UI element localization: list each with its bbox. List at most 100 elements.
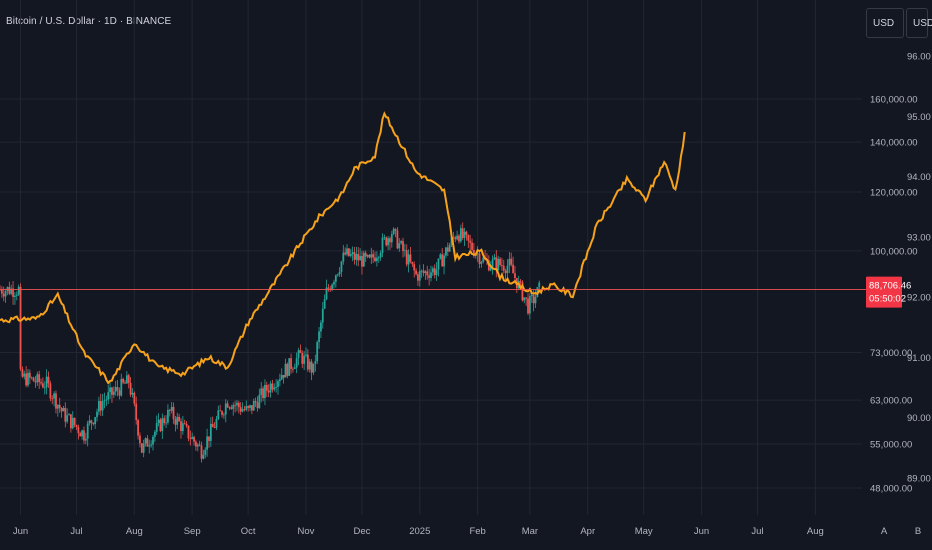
candle-body [250, 405, 253, 411]
candle [297, 347, 300, 366]
time-tick-label: Dec [354, 526, 371, 537]
log-scale-button[interactable]: B [915, 526, 921, 537]
candle-body [129, 383, 132, 395]
chart-grid [0, 0, 862, 515]
candle [443, 253, 445, 275]
candle [430, 265, 432, 282]
last-price-label: 88,706.46 [869, 281, 911, 292]
candle [260, 381, 263, 403]
candle-body [32, 377, 35, 382]
candle [206, 428, 209, 457]
candle-body [512, 264, 514, 274]
candle [68, 412, 70, 416]
candle [155, 415, 158, 435]
candle [525, 297, 528, 306]
candle-body [127, 375, 130, 384]
candle [90, 419, 93, 431]
time-tick-label: Jun [13, 526, 28, 537]
candle [502, 259, 505, 274]
candle-body [221, 411, 223, 415]
candle-body [303, 355, 306, 364]
candle-body [422, 270, 425, 273]
candle-body [10, 288, 13, 294]
candle-body [118, 390, 121, 396]
candle [125, 371, 128, 384]
candle-body [327, 287, 330, 289]
candle [413, 261, 416, 278]
candle-body [155, 423, 158, 432]
candle [122, 377, 125, 385]
candle-body [394, 228, 397, 231]
candle-body [222, 414, 225, 416]
candle-body [202, 454, 205, 459]
candle [271, 379, 274, 393]
candle-body [75, 425, 78, 427]
candle [103, 392, 106, 409]
candle [338, 267, 341, 277]
candle [299, 344, 302, 354]
candle-body [461, 228, 464, 238]
candle [372, 249, 375, 264]
candle-body [260, 388, 263, 395]
candle [510, 252, 513, 267]
price-tick-label: 140,000.00 [870, 138, 918, 149]
candle-body [140, 443, 143, 453]
candle-body [137, 420, 139, 436]
time-tick-label: Jul [751, 526, 763, 537]
candle-body [146, 438, 149, 447]
candle-body [112, 391, 115, 395]
candle-body [83, 430, 85, 441]
candle [36, 371, 39, 386]
candle-body [51, 398, 54, 400]
candle-body [73, 417, 76, 426]
candle-body [370, 254, 373, 258]
candle-body [417, 274, 419, 281]
price-tick-label: 120,000.00 [870, 187, 918, 198]
candle-body [103, 400, 106, 402]
candle [60, 407, 63, 418]
price-tick-label: 55,000.00 [870, 440, 912, 451]
candle [333, 279, 335, 289]
candle-body [17, 286, 20, 295]
candle-body [305, 354, 307, 356]
candle-body [288, 358, 291, 376]
candle [107, 384, 110, 405]
overlay-tick-label: 90.00 [907, 413, 931, 424]
candle-body [361, 255, 363, 267]
candle [236, 399, 238, 412]
candle [109, 382, 111, 399]
candle-body [292, 368, 294, 370]
candle-body [403, 250, 406, 252]
candle-body [195, 441, 197, 447]
candle-body [510, 258, 513, 265]
price-tick-label: 73,000.00 [870, 348, 912, 359]
candle [209, 417, 212, 448]
candle-body [278, 379, 281, 382]
candle-body [349, 254, 352, 256]
candle [21, 366, 24, 378]
candle-body [431, 268, 434, 273]
currency-unit-button-right[interactable]: USD [906, 8, 932, 38]
candle-body [314, 361, 317, 364]
candle [290, 353, 292, 374]
candle [73, 417, 76, 428]
candle-body [293, 367, 296, 369]
candle-body [355, 254, 358, 260]
candle [448, 242, 451, 252]
candle-body [532, 294, 535, 304]
candle-body [415, 270, 417, 275]
candle [417, 271, 419, 286]
currency-unit-button-left[interactable]: USD [866, 8, 904, 38]
candle-body [2, 293, 5, 297]
candle-body [62, 407, 65, 412]
candle [402, 237, 404, 258]
candle-body [437, 258, 440, 270]
candle-body [4, 291, 7, 297]
auto-scale-button[interactable]: A [881, 526, 888, 537]
candle [75, 424, 78, 430]
candle-body [426, 271, 429, 276]
candle [167, 404, 169, 425]
candle-body [116, 387, 119, 391]
candle-body [420, 270, 423, 272]
